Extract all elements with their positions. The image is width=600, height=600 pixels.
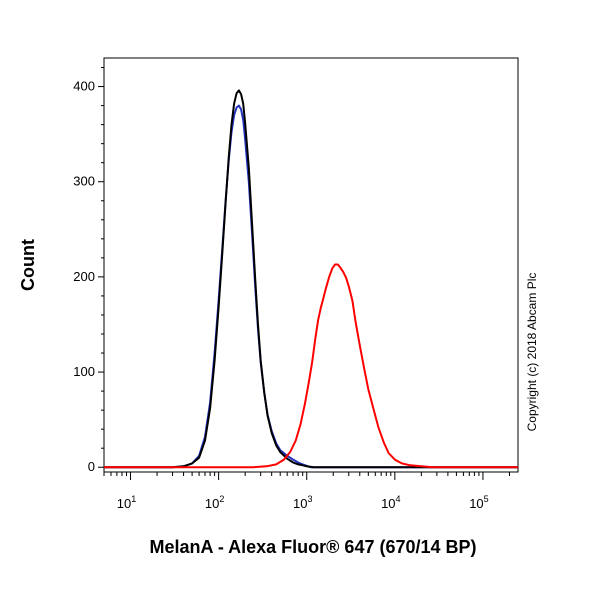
x-tick-label: 103: [293, 494, 312, 511]
x-axis-title: MelanA - Alexa Fluor® 647 (670/14 BP): [149, 537, 476, 557]
series-layer: [104, 89, 518, 469]
plot-frame: [103, 57, 519, 473]
x-tick-label: 105: [469, 494, 488, 511]
y-tick-label: 400: [73, 79, 95, 94]
x-tick-label: 104: [381, 494, 400, 511]
copyright-annotation: Copyright (c) 2018 Abcam Plc: [525, 273, 539, 432]
y-tick-label: 300: [73, 174, 95, 189]
y-axis-title: Count: [18, 239, 38, 291]
y-tick-label: 0: [88, 459, 95, 474]
x-axis: 101 102 103 104 105: [103, 472, 510, 511]
y-axis: 0 100 200 300 400: [73, 67, 104, 474]
histogram-series-3: [104, 263, 518, 469]
histogram-series-1: [104, 104, 518, 469]
x-tick-label: 102: [205, 494, 224, 511]
histogram-series-2: [104, 89, 518, 469]
x-tick-label: 101: [117, 494, 136, 511]
y-tick-label: 200: [73, 269, 95, 284]
y-tick-label: 100: [73, 364, 95, 379]
